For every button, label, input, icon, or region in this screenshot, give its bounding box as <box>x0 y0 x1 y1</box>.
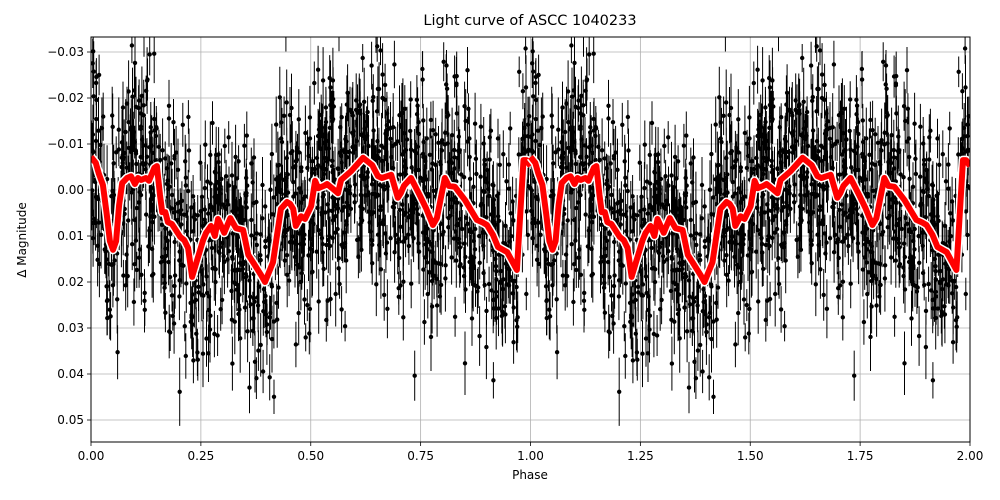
y-tick-label: −0.02 <box>47 91 84 105</box>
x-tick-label: 1.25 <box>627 449 654 463</box>
y-axis-ticks: −0.03 −0.02 −0.01 0.00 0.01 0.02 0.03 0.04 0.05 <box>47 45 91 427</box>
x-tick-label: 2.00 <box>957 449 984 463</box>
x-tick-label: 0.75 <box>407 449 434 463</box>
x-tick-label: 1.75 <box>847 449 874 463</box>
y-tick-label: −0.03 <box>47 45 84 59</box>
y-tick-label: 0.03 <box>57 321 84 335</box>
binned-curve <box>91 153 970 287</box>
y-tick-label: 0.02 <box>57 275 84 289</box>
y-tick-label: 0.05 <box>57 413 84 427</box>
x-axis-ticks: 0.00 0.25 0.50 0.75 1.00 1.25 1.50 1.75 2.00 <box>78 442 984 463</box>
binned-curve-line <box>91 154 533 285</box>
x-tick-label: 1.00 <box>517 449 544 463</box>
y-tick-label: 0.04 <box>57 367 84 381</box>
chart-title: Light curve of ASCC 1040233 <box>423 13 637 29</box>
y-tick-label: −0.01 <box>47 137 84 151</box>
binned-curve-line <box>528 154 970 285</box>
y-tick-label: 0.00 <box>57 183 84 197</box>
x-axis-label: Phase <box>512 468 548 482</box>
x-tick-label: 0.25 <box>188 449 215 463</box>
x-tick-label: 0.00 <box>78 449 105 463</box>
x-tick-label: 1.50 <box>737 449 764 463</box>
x-tick-label: 0.50 <box>297 449 324 463</box>
y-tick-label: 0.01 <box>57 229 84 243</box>
